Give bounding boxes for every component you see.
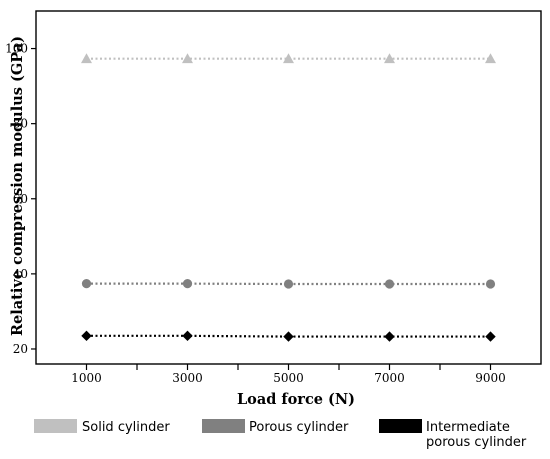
legend-swatch <box>379 419 422 433</box>
data-point <box>81 279 92 289</box>
series-1 <box>81 53 496 64</box>
data-point <box>384 331 395 342</box>
legend-label: Solid cylinder <box>82 420 170 435</box>
y-axis-title: Relative compression modulus (GPa) <box>9 36 26 336</box>
data-point <box>485 53 496 64</box>
data-point <box>182 330 193 342</box>
legend-item: Porous cylinder <box>202 419 349 435</box>
x-axis-title: Load force (N) <box>237 391 355 408</box>
data-point <box>283 279 294 289</box>
plot-frame <box>35 10 542 365</box>
y-tick-label: 100 <box>5 42 28 56</box>
legend-item: Solid cylinder <box>34 419 170 435</box>
x-tick-label: 3000 <box>172 371 203 385</box>
x-tick-label: 1000 <box>71 371 102 385</box>
series-3 <box>81 330 496 342</box>
legend-label: Porous cylinder <box>249 420 349 435</box>
data-point <box>182 279 193 289</box>
data-point <box>283 53 294 64</box>
legend-swatch <box>34 419 77 433</box>
x-tick-label: 5000 <box>273 371 304 385</box>
data-point <box>384 279 395 289</box>
y-tick-label: 60 <box>13 192 28 206</box>
legend: Solid cylinder Porous cylinder Intermediat… <box>34 419 527 450</box>
data-point <box>485 279 496 289</box>
legend-label: Intermediate porous cylinder <box>426 420 527 450</box>
x-tick-label: 7000 <box>374 371 405 385</box>
y-tick-label: 40 <box>13 267 28 281</box>
data-point <box>81 330 92 342</box>
y-tick-label: 80 <box>13 117 28 131</box>
data-point <box>81 53 92 64</box>
data-point <box>182 53 193 64</box>
x-tick-label: 9000 <box>475 371 506 385</box>
data-point <box>485 331 496 342</box>
plot-area <box>35 10 542 365</box>
axes: 20 40 60 80 100 1000 3000 5000 7000 9000 <box>5 42 506 385</box>
y-tick-label: 20 <box>13 342 28 356</box>
data-point <box>384 53 395 64</box>
series-group <box>81 53 496 342</box>
series-2 <box>81 279 496 289</box>
legend-swatch <box>202 419 245 433</box>
legend-item: Intermediate porous cylinder <box>379 419 527 450</box>
data-point <box>283 331 294 342</box>
